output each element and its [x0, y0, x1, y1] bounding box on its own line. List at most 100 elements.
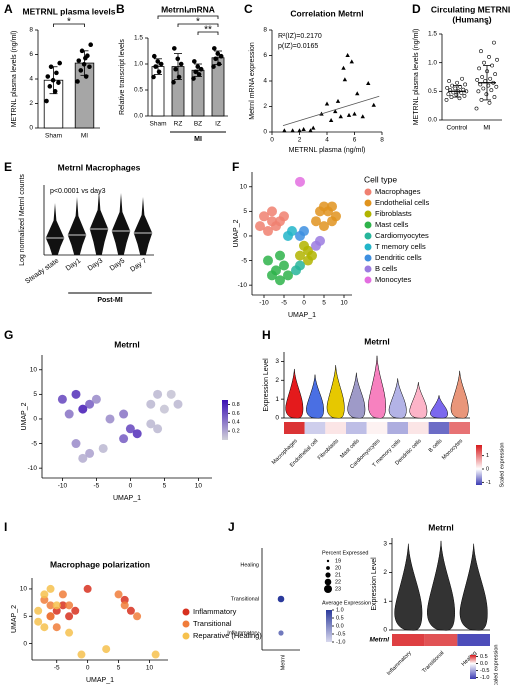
data-point: [479, 49, 483, 54]
data-point: [482, 60, 486, 65]
y-tick-label: -10: [238, 282, 248, 289]
data-point: [453, 86, 458, 91]
y-tick-label: 4: [263, 78, 267, 85]
data-point: [46, 612, 55, 621]
size-legend-dot: [325, 572, 331, 578]
legend-swatch: [364, 188, 372, 196]
data-point: [481, 86, 486, 91]
data-point: [57, 60, 62, 66]
data-point: [64, 409, 74, 419]
significance-label: *: [196, 17, 200, 28]
legend-label: B cells: [375, 264, 397, 273]
data-point: [126, 606, 135, 615]
size-legend-dot: [326, 559, 330, 563]
legend-swatch: [364, 276, 372, 284]
violin: [306, 374, 324, 419]
x-axis-label: UMAP_1: [113, 495, 141, 502]
significance-bracket: [53, 23, 85, 27]
data-point: [255, 221, 265, 232]
heatmap-cell: [325, 422, 346, 434]
chart-title: Metrnl Macrophages: [58, 162, 141, 172]
data-point: [83, 55, 88, 61]
legend-label: Monocytes: [375, 275, 412, 284]
data-point: [75, 79, 80, 84]
y-tick-label: 0: [243, 233, 247, 240]
data-point: [454, 92, 459, 97]
data-point: [287, 226, 297, 237]
legend-label: Fibroblasts: [375, 209, 412, 218]
legend-swatch: [364, 232, 372, 240]
data-point: [277, 595, 285, 603]
y-tick-label: Healing: [240, 562, 259, 568]
data-point: [173, 66, 178, 72]
y-tick-label: 8: [263, 27, 267, 34]
y-tick-label: 0.5: [134, 87, 143, 94]
panel-label: F: [232, 160, 239, 174]
x-tick-label: Fibroblasts: [317, 438, 340, 461]
data-point: [78, 404, 88, 414]
legend-title: Average Expression: [322, 600, 371, 606]
violin: [326, 365, 345, 419]
colorbar-label: Scaled expression: [499, 443, 505, 488]
violin: [430, 395, 448, 419]
data-point: [315, 235, 325, 246]
annotation: p(IZ)=0.0165: [278, 43, 318, 50]
x-tick-label: -5: [54, 665, 60, 672]
annotation: p<0.0001 vs day3: [50, 188, 106, 195]
legend-swatch: [182, 608, 190, 616]
colorbar: [470, 655, 476, 679]
data-point: [474, 106, 479, 111]
data-point: [54, 70, 59, 76]
y-axis-label: UMAP_2: [233, 219, 240, 247]
y-tick-label: 10: [20, 586, 28, 593]
data-point: [77, 650, 86, 659]
data-point: [211, 64, 216, 69]
x-tick-label: -10: [259, 300, 269, 307]
x-tick-label: 0: [129, 483, 133, 490]
heatmap-cell: [457, 634, 490, 646]
data-point: [484, 92, 489, 97]
data-point: [58, 590, 67, 599]
y-tick-label: -10: [28, 465, 38, 472]
data-point: [120, 595, 129, 604]
data-point: [295, 176, 305, 187]
colorbar: [326, 610, 332, 642]
y-tick-label: 6: [263, 52, 267, 59]
data-point: [218, 53, 224, 59]
heatmap-cell: [392, 634, 425, 646]
data-point: [153, 389, 163, 399]
data-point: [85, 399, 95, 409]
y-tick-label: 2: [263, 103, 267, 110]
data-point: [345, 53, 350, 57]
y-tick-label: 2: [29, 100, 33, 107]
data-point: [446, 92, 451, 97]
legend-label: Inflammatory: [193, 607, 237, 616]
data-point: [303, 255, 313, 266]
x-tick-label: Day1: [65, 257, 82, 272]
y-tick-label: 5: [23, 613, 27, 620]
chart-title: Metrnl: [428, 522, 454, 532]
data-point: [119, 409, 129, 419]
legend-swatch: [364, 210, 372, 218]
y-tick-label: 2: [383, 569, 387, 576]
data-point: [151, 650, 160, 659]
y-axis-label: Expression Level: [371, 557, 378, 611]
y-axis-label: METRNL plasma levels (ng/ml): [11, 31, 18, 128]
legend-label: Transitional: [193, 619, 232, 628]
y-tick-label: 8: [29, 27, 33, 34]
data-point: [279, 260, 289, 271]
data-point: [191, 76, 196, 81]
legend-swatch: [364, 221, 372, 229]
data-point: [333, 109, 338, 114]
data-point: [462, 94, 467, 98]
data-point: [460, 76, 464, 81]
x-tick-label: 5: [322, 300, 326, 307]
data-point: [166, 389, 176, 399]
x-tick-label: Control: [447, 125, 469, 132]
strip-density: [67, 197, 87, 255]
data-point: [327, 201, 337, 212]
y-tick-label: 3: [383, 540, 387, 547]
heatmap-cell: [449, 422, 470, 434]
data-point: [65, 628, 74, 637]
data-point: [151, 74, 156, 80]
